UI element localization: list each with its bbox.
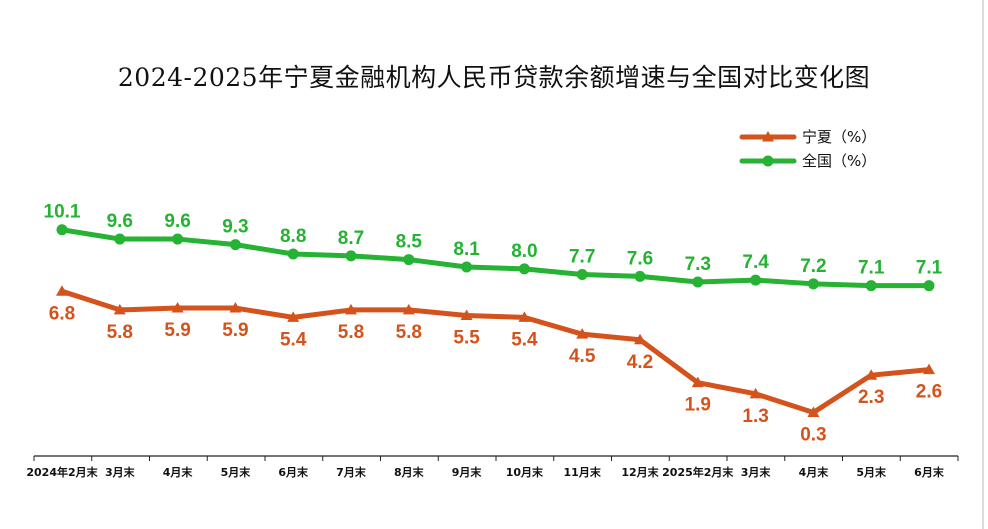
data-label: 7.1 [916,258,943,279]
x-tick-label: 7月末 [336,465,367,479]
data-point [865,369,878,380]
data-label: 7.7 [569,246,595,267]
data-label: 1.9 [685,395,711,416]
data-label: 6.8 [49,303,75,324]
x-tick-label: 6月末 [914,465,945,479]
data-label: 8.1 [453,239,480,260]
data-label: 5.8 [107,322,133,343]
data-label: 7.6 [627,248,653,269]
data-point [634,270,646,282]
data-label: 8.8 [280,226,306,247]
legend-label: 全国（%） [802,152,876,170]
data-label: 2.3 [858,387,884,408]
data-label: 0.3 [800,425,826,446]
data-label: 5.9 [222,320,248,341]
x-tick-label: 2025年2月末 [662,465,734,479]
data-label: 1.3 [742,406,768,427]
legend-marker [762,155,774,167]
data-label: 4.2 [627,352,653,373]
data-point [402,303,415,315]
data-point [749,387,762,399]
data-point [807,278,819,290]
legend-marker [762,131,774,142]
x-tick-label: 12月末 [621,465,659,479]
data-point [865,280,877,292]
data-label: 5.4 [280,329,307,350]
data-point [518,311,531,322]
data-label: 9.6 [164,211,190,232]
x-tick-label: 9月末 [452,465,483,479]
data-point [750,274,762,286]
data-point [345,303,357,315]
data-point [113,303,126,315]
data-label: 9.3 [222,217,248,238]
data-point [172,233,184,245]
data-point [56,224,68,236]
data-point [807,406,820,417]
chart-title: 2024-2025年宁夏金融机构人民币贷款余额增速与全国对比变化图 [117,63,871,92]
data-point [923,363,935,375]
data-point [287,311,300,322]
data-label: 5.8 [338,322,364,343]
x-tick-label: 2024年2月末 [26,465,98,479]
data-label: 4.5 [569,346,596,367]
data-point [692,276,704,288]
data-point [923,280,935,292]
data-label: 7.1 [858,258,885,279]
x-tick-label: 5月末 [221,465,252,479]
data-label: 7.3 [685,254,711,275]
data-point [229,239,241,251]
data-point [461,261,473,273]
data-point [403,254,415,266]
data-point [114,233,126,245]
data-label: 7.2 [800,256,826,277]
data-point [287,248,299,260]
data-label: 7.4 [742,252,769,273]
data-label: 5.8 [396,322,422,343]
right-border [982,0,984,529]
data-label: 8.0 [511,241,537,262]
data-label: 2.6 [916,382,942,403]
data-label: 5.9 [164,320,190,341]
data-label: 5.4 [511,329,538,350]
x-tick-label: 10月末 [506,465,544,479]
x-tick-label: 5月末 [856,465,887,479]
data-label: 5.5 [453,328,480,349]
series-line-1 [59,288,932,415]
data-point [691,376,704,388]
data-point [345,250,357,262]
x-tick-label: 4月末 [163,465,194,479]
x-tick-label: 3月末 [105,465,136,479]
data-label: 8.5 [396,232,423,253]
data-point [56,285,68,296]
data-point [518,263,530,275]
legend-label: 宁夏（%） [802,128,876,146]
data-point [576,268,588,280]
x-tick-label: 8月末 [394,465,425,479]
series-line-2 [59,227,932,289]
x-tick-label: 6月末 [278,465,309,479]
data-point [460,309,473,321]
data-label: 9.6 [107,211,133,232]
data-label: 8.7 [338,228,364,249]
x-tick-label: 4月末 [799,465,830,479]
data-point [634,333,646,345]
x-tick-label: 3月末 [741,465,772,479]
data-point [229,302,242,313]
data-point [171,302,184,313]
data-label: 10.1 [44,202,81,223]
data-point [576,328,589,339]
x-tick-label: 11月末 [564,465,602,479]
